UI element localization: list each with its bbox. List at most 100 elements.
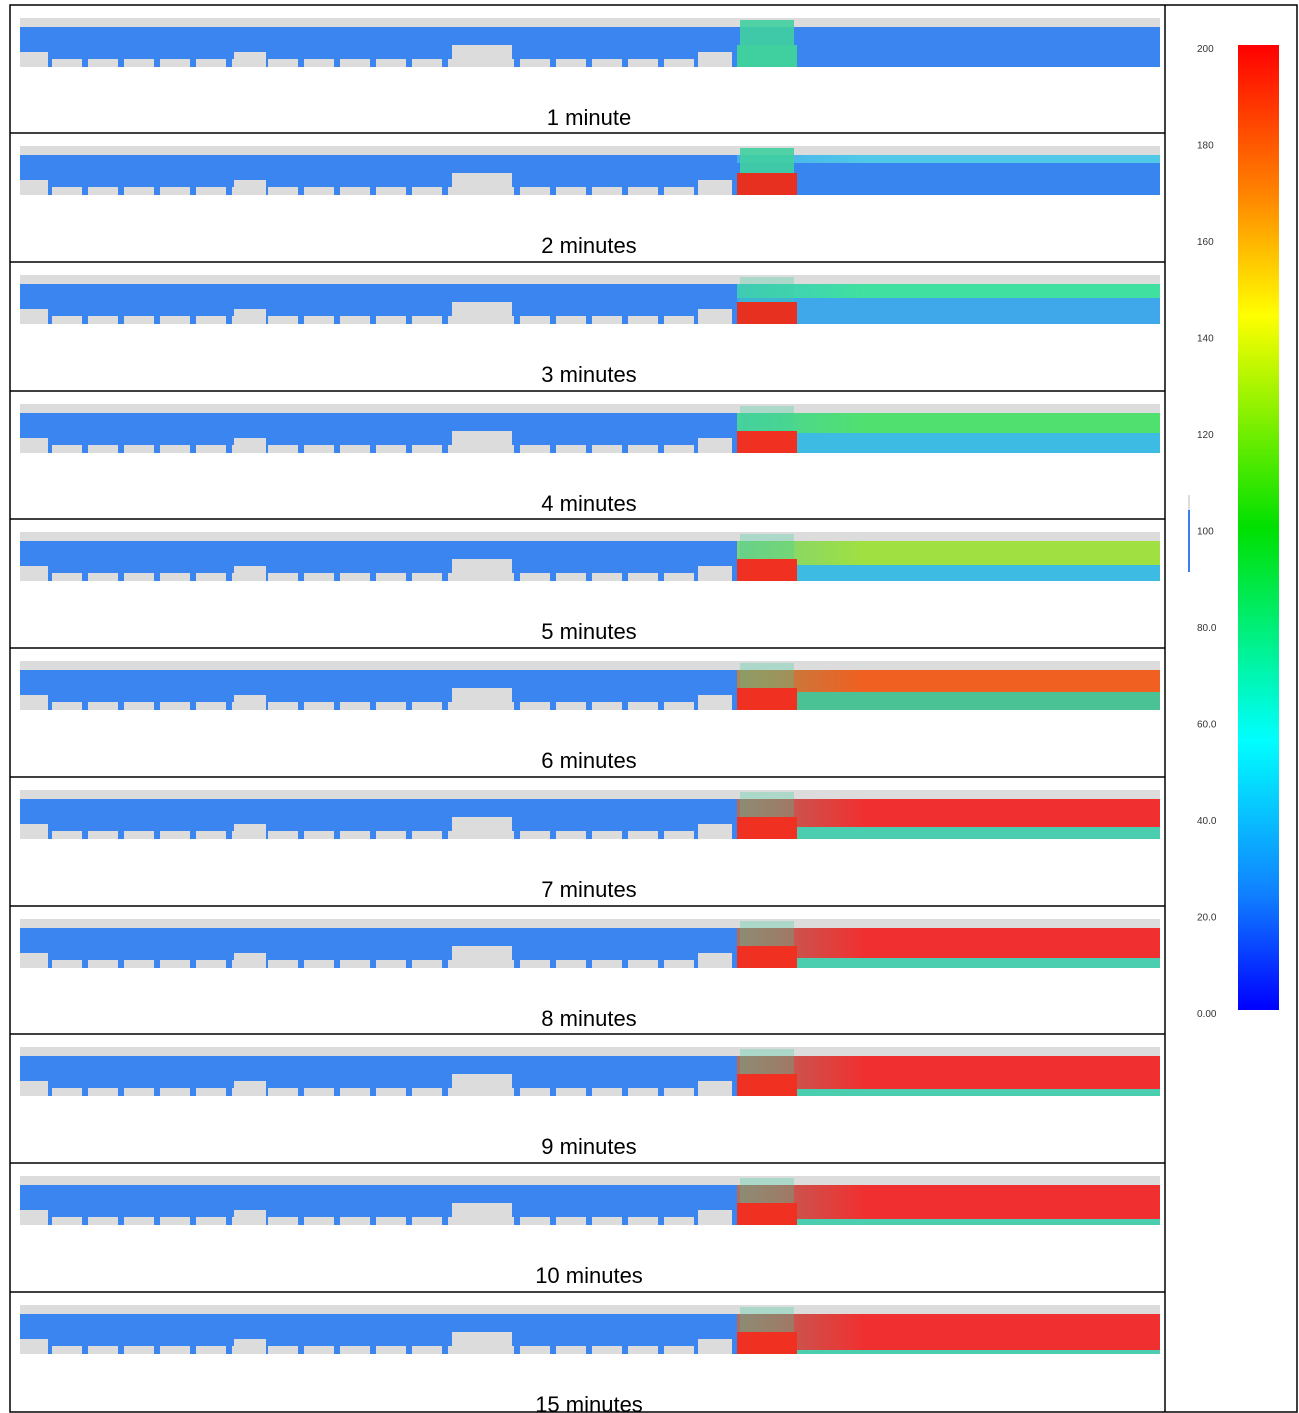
floor-block (556, 573, 586, 581)
fire-zone (737, 1332, 797, 1354)
floor-block (196, 187, 226, 195)
floor-block (520, 573, 550, 581)
floor-block (556, 831, 586, 839)
floor-block (412, 445, 442, 453)
obstacle (234, 953, 266, 968)
floor-block (160, 960, 190, 968)
floor-block (664, 831, 694, 839)
floor-block (412, 1088, 442, 1096)
obstacle (20, 52, 48, 67)
obstacle (234, 1081, 266, 1096)
floor-block (556, 960, 586, 968)
time-label: 6 minutes (541, 748, 636, 773)
fire-zone (737, 817, 797, 839)
floor-block (520, 1217, 550, 1225)
floor-block (196, 1088, 226, 1096)
floor-block (268, 316, 298, 324)
colorbar-tick-label: 120 (1197, 430, 1214, 441)
simulation-slice (20, 1305, 1160, 1354)
floor-block (376, 702, 406, 710)
floor-block (124, 445, 154, 453)
plume (740, 1049, 794, 1074)
floor-block (340, 573, 370, 581)
floor-block (52, 1346, 82, 1354)
floor-block (340, 187, 370, 195)
floor-block (664, 573, 694, 581)
floor-block (52, 1088, 82, 1096)
table-border (9, 4, 1298, 1413)
floor-block (160, 1088, 190, 1096)
floor-block (376, 960, 406, 968)
plume (740, 921, 794, 946)
obstacle (698, 438, 732, 453)
floor-block (268, 187, 298, 195)
floor-block (196, 445, 226, 453)
floor-block (412, 59, 442, 67)
obstacle (20, 1339, 48, 1354)
obstacle (698, 695, 732, 710)
floor-block (88, 831, 118, 839)
floor-block (412, 573, 442, 581)
floor-block (556, 187, 586, 195)
floor-block (592, 316, 622, 324)
obstacle (452, 1074, 512, 1096)
floor-block (268, 702, 298, 710)
plume (740, 663, 794, 688)
floor-block (592, 1088, 622, 1096)
floor-block (376, 316, 406, 324)
floor-block (52, 573, 82, 581)
floor-block (196, 960, 226, 968)
floor-block (520, 59, 550, 67)
obstacle (452, 946, 512, 968)
floor-block (412, 960, 442, 968)
time-label: 2 minutes (541, 233, 636, 258)
floor-block (304, 59, 334, 67)
fire-zone (737, 431, 797, 453)
fire-zone (737, 173, 797, 195)
floor-block (592, 831, 622, 839)
floor-block (556, 445, 586, 453)
hot-layer (737, 1056, 1160, 1089)
obstacle (698, 309, 732, 324)
floor-block (520, 445, 550, 453)
colorbar-tick-label: 200 (1197, 44, 1214, 55)
floor-block (52, 1217, 82, 1225)
floor-block (124, 702, 154, 710)
hot-layer (737, 284, 1160, 298)
floor-block (376, 573, 406, 581)
obstacle (698, 1210, 732, 1225)
floor-block (376, 1088, 406, 1096)
floor-block (124, 1088, 154, 1096)
floor-block (160, 1346, 190, 1354)
obstacle (452, 302, 512, 324)
simulation-slice (20, 146, 1160, 195)
floor-block (592, 59, 622, 67)
floor-block (196, 59, 226, 67)
ceiling (20, 18, 1160, 27)
floor-block (196, 831, 226, 839)
fire-zone (737, 688, 797, 710)
floor-block (268, 573, 298, 581)
colorbar (1238, 45, 1279, 1010)
floor-block (520, 702, 550, 710)
obstacle (20, 1081, 48, 1096)
colorbar-tick-label: 180 (1197, 141, 1214, 152)
time-label: 9 minutes (541, 1134, 636, 1159)
colorbar-tick-label: 80.0 (1197, 623, 1217, 634)
hot-layer (737, 1314, 1160, 1350)
floor-block (304, 1346, 334, 1354)
obstacle (452, 559, 512, 581)
simulation-slice (20, 661, 1160, 710)
plume (740, 1178, 794, 1203)
obstacle (452, 173, 512, 195)
floor-block (556, 316, 586, 324)
floor-block (124, 960, 154, 968)
colorbar-tick-label: 0.00 (1197, 1009, 1217, 1020)
floor-block (52, 702, 82, 710)
floor-block (376, 187, 406, 195)
floor-block (628, 187, 658, 195)
plume (740, 1307, 794, 1332)
floor-block (556, 59, 586, 67)
floor-block (412, 1217, 442, 1225)
